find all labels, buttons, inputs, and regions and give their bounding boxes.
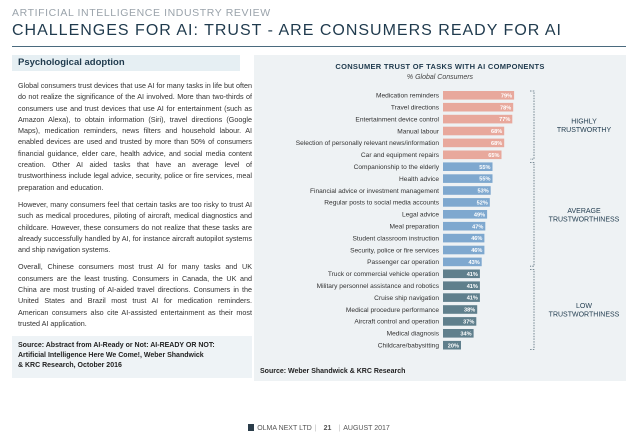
value-label: 79%	[501, 93, 512, 99]
value-label: 78%	[500, 105, 511, 111]
category-label: Legal advice	[402, 212, 439, 219]
category-label: Cruise ship navigation	[374, 295, 439, 302]
bar	[443, 293, 480, 302]
bar-chart: Medication reminders 79% Travel directions…	[296, 90, 620, 350]
text-source-box: Source: Abstract from AI-Ready or Not: A…	[12, 336, 252, 378]
title-divider	[12, 46, 626, 47]
bar	[443, 281, 480, 290]
category-label: Companionship to the elderly	[354, 164, 440, 171]
value-label: 53%	[477, 189, 488, 195]
value-label: 38%	[464, 308, 475, 314]
bar	[443, 186, 491, 195]
category-label: Childcare/babysitting	[378, 343, 440, 350]
value-label: 65%	[488, 153, 499, 159]
category-label: Truck or commercial vehicle operation	[328, 271, 439, 278]
bar	[443, 102, 514, 112]
value-label: 68%	[491, 129, 502, 135]
bar	[443, 269, 480, 279]
paragraph-3: Overall, Chinese consumers most trust AI…	[18, 262, 252, 328]
value-label: 52%	[477, 201, 488, 207]
value-label: 41%	[467, 296, 478, 302]
category-label: Regular posts to social media accounts	[324, 200, 439, 207]
value-label: 77%	[499, 117, 510, 123]
paragraph-1: Global consumers trust devices that use …	[18, 81, 252, 192]
source-line-3: & KRC Research, October 2016	[18, 362, 122, 369]
value-label: 68%	[491, 141, 502, 147]
bar	[443, 221, 486, 231]
bracket-label: TRUSTWORTHY	[557, 127, 612, 134]
bracket-label: TRUSTWORTHINESS	[549, 312, 620, 319]
category-label: Military personnel assistance and roboti…	[317, 283, 440, 290]
value-label: 37%	[463, 320, 474, 326]
value-label: 20%	[448, 343, 459, 349]
bar	[443, 210, 488, 219]
value-label: 34%	[460, 331, 471, 337]
bar	[443, 340, 461, 350]
chart-source: Source: Weber Shandwick & KRC Research	[260, 368, 406, 375]
category-label: Student classroom instruction	[353, 235, 440, 242]
bar	[443, 198, 490, 207]
category-label: Passenger car operation	[367, 259, 439, 266]
bar	[443, 162, 493, 171]
category-label: Medical diagnosis	[387, 331, 440, 338]
section-heading: Psychological adoption	[12, 55, 240, 71]
report-top-label: ARTIFICIAL INTELLIGENCE INDUSTRY REVIEW	[12, 7, 271, 19]
bracket-label: AVERAGE	[567, 208, 601, 215]
footer-date: AUGUST 2017	[343, 425, 390, 432]
value-label: 46%	[471, 248, 482, 254]
category-label: Medical procedure performance	[346, 307, 439, 314]
value-label: 49%	[474, 212, 485, 218]
category-label: Travel directions	[391, 105, 440, 112]
bar	[443, 91, 515, 100]
bracket-label: LOW	[576, 303, 592, 310]
category-label: Car and equipment repairs	[361, 152, 440, 159]
group-bracket	[530, 162, 535, 267]
bar	[443, 138, 505, 148]
chart-title: CONSUMER TRUST OF TASKS WITH AI COMPONEN…	[335, 62, 545, 71]
footer-company: OLMA NEXT LTD	[257, 425, 312, 432]
category-label: Meal preparation	[390, 224, 440, 231]
bar	[443, 233, 485, 243]
source-line-2: Artificial Intelligence Here We Come!, W…	[18, 352, 204, 359]
chart-panel: CONSUMER TRUST OF TASKS WITH AI COMPONEN…	[254, 55, 626, 381]
bracket-label: HIGHLY	[571, 119, 597, 126]
group-bracket	[530, 90, 535, 160]
bracket-label: TRUSTWORTHINESS	[549, 216, 620, 223]
category-label: Security, police or fire services	[350, 247, 440, 254]
group-bracket	[530, 269, 535, 350]
body-text: Global consumers trust devices that use …	[18, 80, 252, 335]
page-title: CHALLENGES FOR AI: TRUST - ARE CONSUMERS…	[12, 22, 562, 39]
value-label: 41%	[467, 284, 478, 290]
bar	[443, 257, 482, 267]
category-label: Manual labour	[397, 128, 440, 135]
value-label: 46%	[471, 236, 482, 242]
value-label: 41%	[467, 272, 478, 278]
company-logo-icon	[248, 424, 255, 431]
bar	[443, 329, 474, 338]
source-line-1: Source: Abstract from AI-Ready or Not: A…	[18, 342, 215, 349]
value-label: 55%	[479, 177, 490, 183]
chart-subtitle: % Global Consumers	[406, 74, 474, 81]
bar	[443, 305, 478, 314]
category-label: Aircraft control and operation	[354, 319, 439, 326]
paragraph-2: However, many consumers feel that certai…	[18, 199, 252, 255]
category-label: Financial advice or investment managemen…	[310, 188, 439, 195]
footer-page-number: 21	[323, 425, 332, 432]
category-label: Medication reminders	[376, 93, 440, 100]
bar	[443, 126, 505, 136]
value-label: 43%	[468, 260, 479, 266]
page-footer: OLMA NEXT LTD | 21 | AUGUST 2017	[0, 424, 638, 432]
value-label: 47%	[472, 224, 483, 230]
category-label: Entertainment device control	[355, 116, 439, 123]
category-label: Selection of personally relevant news/in…	[296, 140, 440, 147]
bar	[443, 317, 477, 326]
bar	[443, 150, 502, 160]
category-label: Health advice	[399, 176, 439, 183]
value-label: 55%	[479, 165, 490, 171]
bar	[443, 245, 485, 255]
bar	[443, 174, 493, 183]
bar	[443, 114, 513, 124]
